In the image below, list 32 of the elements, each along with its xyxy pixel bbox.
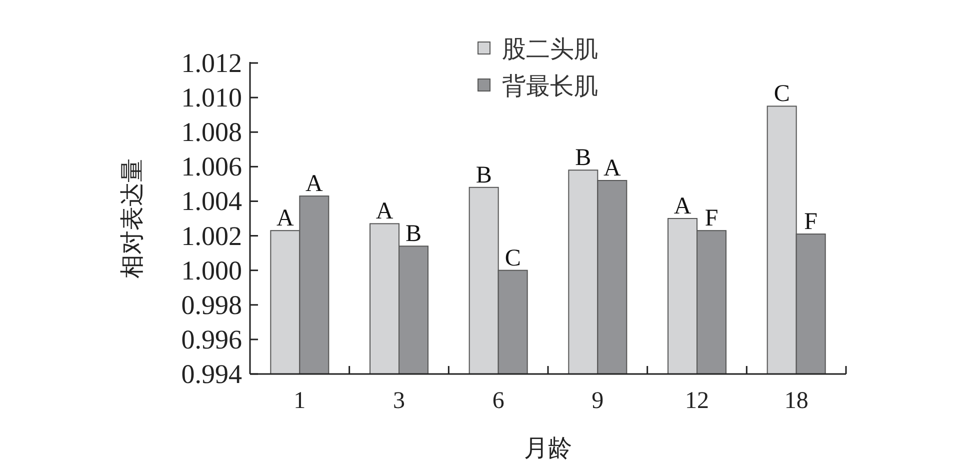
y-tick-label: 1.008 — [181, 117, 242, 148]
y-tick-label: 1.000 — [181, 255, 242, 286]
data-label: A — [603, 155, 622, 182]
x-axis-title: 月龄 — [524, 434, 572, 462]
x-tick-label: 3 — [393, 388, 405, 414]
x-tick-label: 18 — [784, 388, 808, 414]
y-tick-label: 1.010 — [181, 82, 242, 113]
legend-label: 背最长肌 — [502, 72, 598, 100]
data-label: A — [674, 194, 692, 220]
y-tick-label: 1.006 — [181, 152, 242, 182]
y-tick-label: 0.994 — [181, 359, 242, 389]
x-tick-label: 1 — [294, 388, 306, 414]
y-tick-label: 1.012 — [181, 48, 242, 78]
x-tick-label: 12 — [685, 388, 709, 414]
x-tick-label: 6 — [492, 388, 504, 414]
y-tick-label: 1.004 — [181, 186, 242, 216]
data-label: B — [575, 145, 592, 172]
data-label: A — [276, 206, 294, 232]
y-tick-label: 0.998 — [181, 290, 242, 320]
data-label: C — [774, 81, 790, 108]
x-tick-label: 9 — [592, 388, 604, 414]
data-label: F — [804, 209, 818, 236]
y-tick-label: 1.002 — [181, 220, 242, 251]
data-label: B — [405, 221, 422, 248]
y-tick-label: 0.996 — [181, 324, 242, 354]
data-label: F — [704, 206, 718, 232]
data-label: A — [376, 198, 394, 225]
data-label: C — [504, 245, 521, 272]
legend-label: 股二头肌 — [502, 35, 598, 63]
data-label: B — [476, 162, 492, 188]
y-axis-title: 相对表达量 — [118, 158, 146, 278]
data-label: A — [305, 171, 324, 198]
